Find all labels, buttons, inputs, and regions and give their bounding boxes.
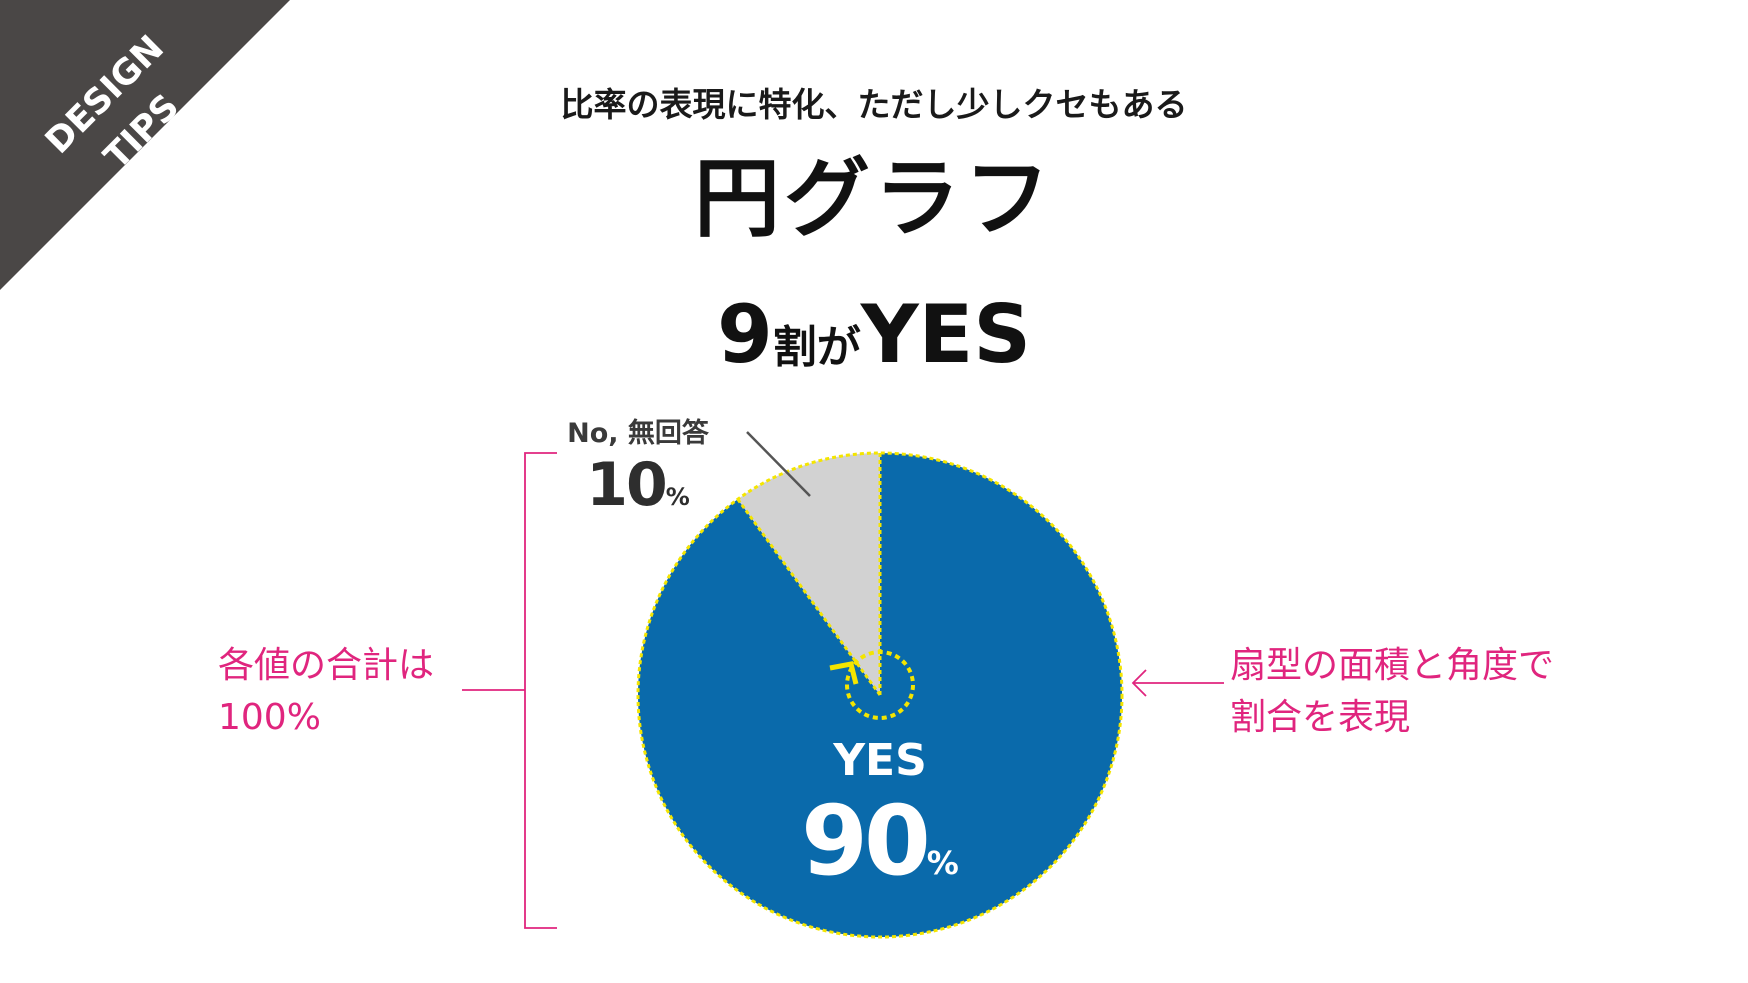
slice-value-yes-number: 90	[801, 785, 931, 897]
slice-value-yes-percent: %	[926, 844, 959, 882]
no-label-leader-line	[746, 431, 811, 497]
slice-label-yes: YES	[833, 735, 927, 786]
chart-headline: 9割がYES	[0, 288, 1748, 381]
page-title: 円グラフ	[694, 149, 1054, 249]
pie-outline	[636, 451, 1124, 939]
angle-arrow-icon	[829, 661, 859, 685]
note-right-line1: 扇型の面積と角度で	[1230, 645, 1555, 686]
slice-label-no: No, 無回答	[567, 418, 709, 449]
slice-divider-angle	[736, 498, 882, 696]
slice-value-no: 10%	[538, 450, 738, 520]
headline-unit: 割が	[772, 322, 861, 373]
note-left-line2: 100%	[218, 697, 321, 738]
corner-badge-background	[0, 0, 290, 290]
left-bracket	[462, 452, 557, 929]
note-area-angle: 扇型の面積と角度で 割合を表現	[1230, 640, 1554, 744]
slice-value-no-number: 10	[586, 450, 667, 520]
headline-number: 9	[717, 288, 773, 381]
note-sum-100: 各値の合計は 100%	[218, 640, 434, 744]
note-right-line2: 割合を表現	[1230, 697, 1411, 738]
page-subtitle: 比率の表現に特化、ただし少しクセもある	[560, 85, 1188, 124]
slice-value-no-percent: %	[665, 483, 690, 511]
pie-slice-no	[737, 453, 880, 695]
note-left-line1: 各値の合計は	[218, 645, 435, 686]
headline-word: YES	[860, 288, 1031, 381]
slice-value-yes: 90%	[720, 785, 1040, 897]
right-arrow	[1131, 669, 1224, 697]
angle-marker-circle	[845, 650, 915, 720]
